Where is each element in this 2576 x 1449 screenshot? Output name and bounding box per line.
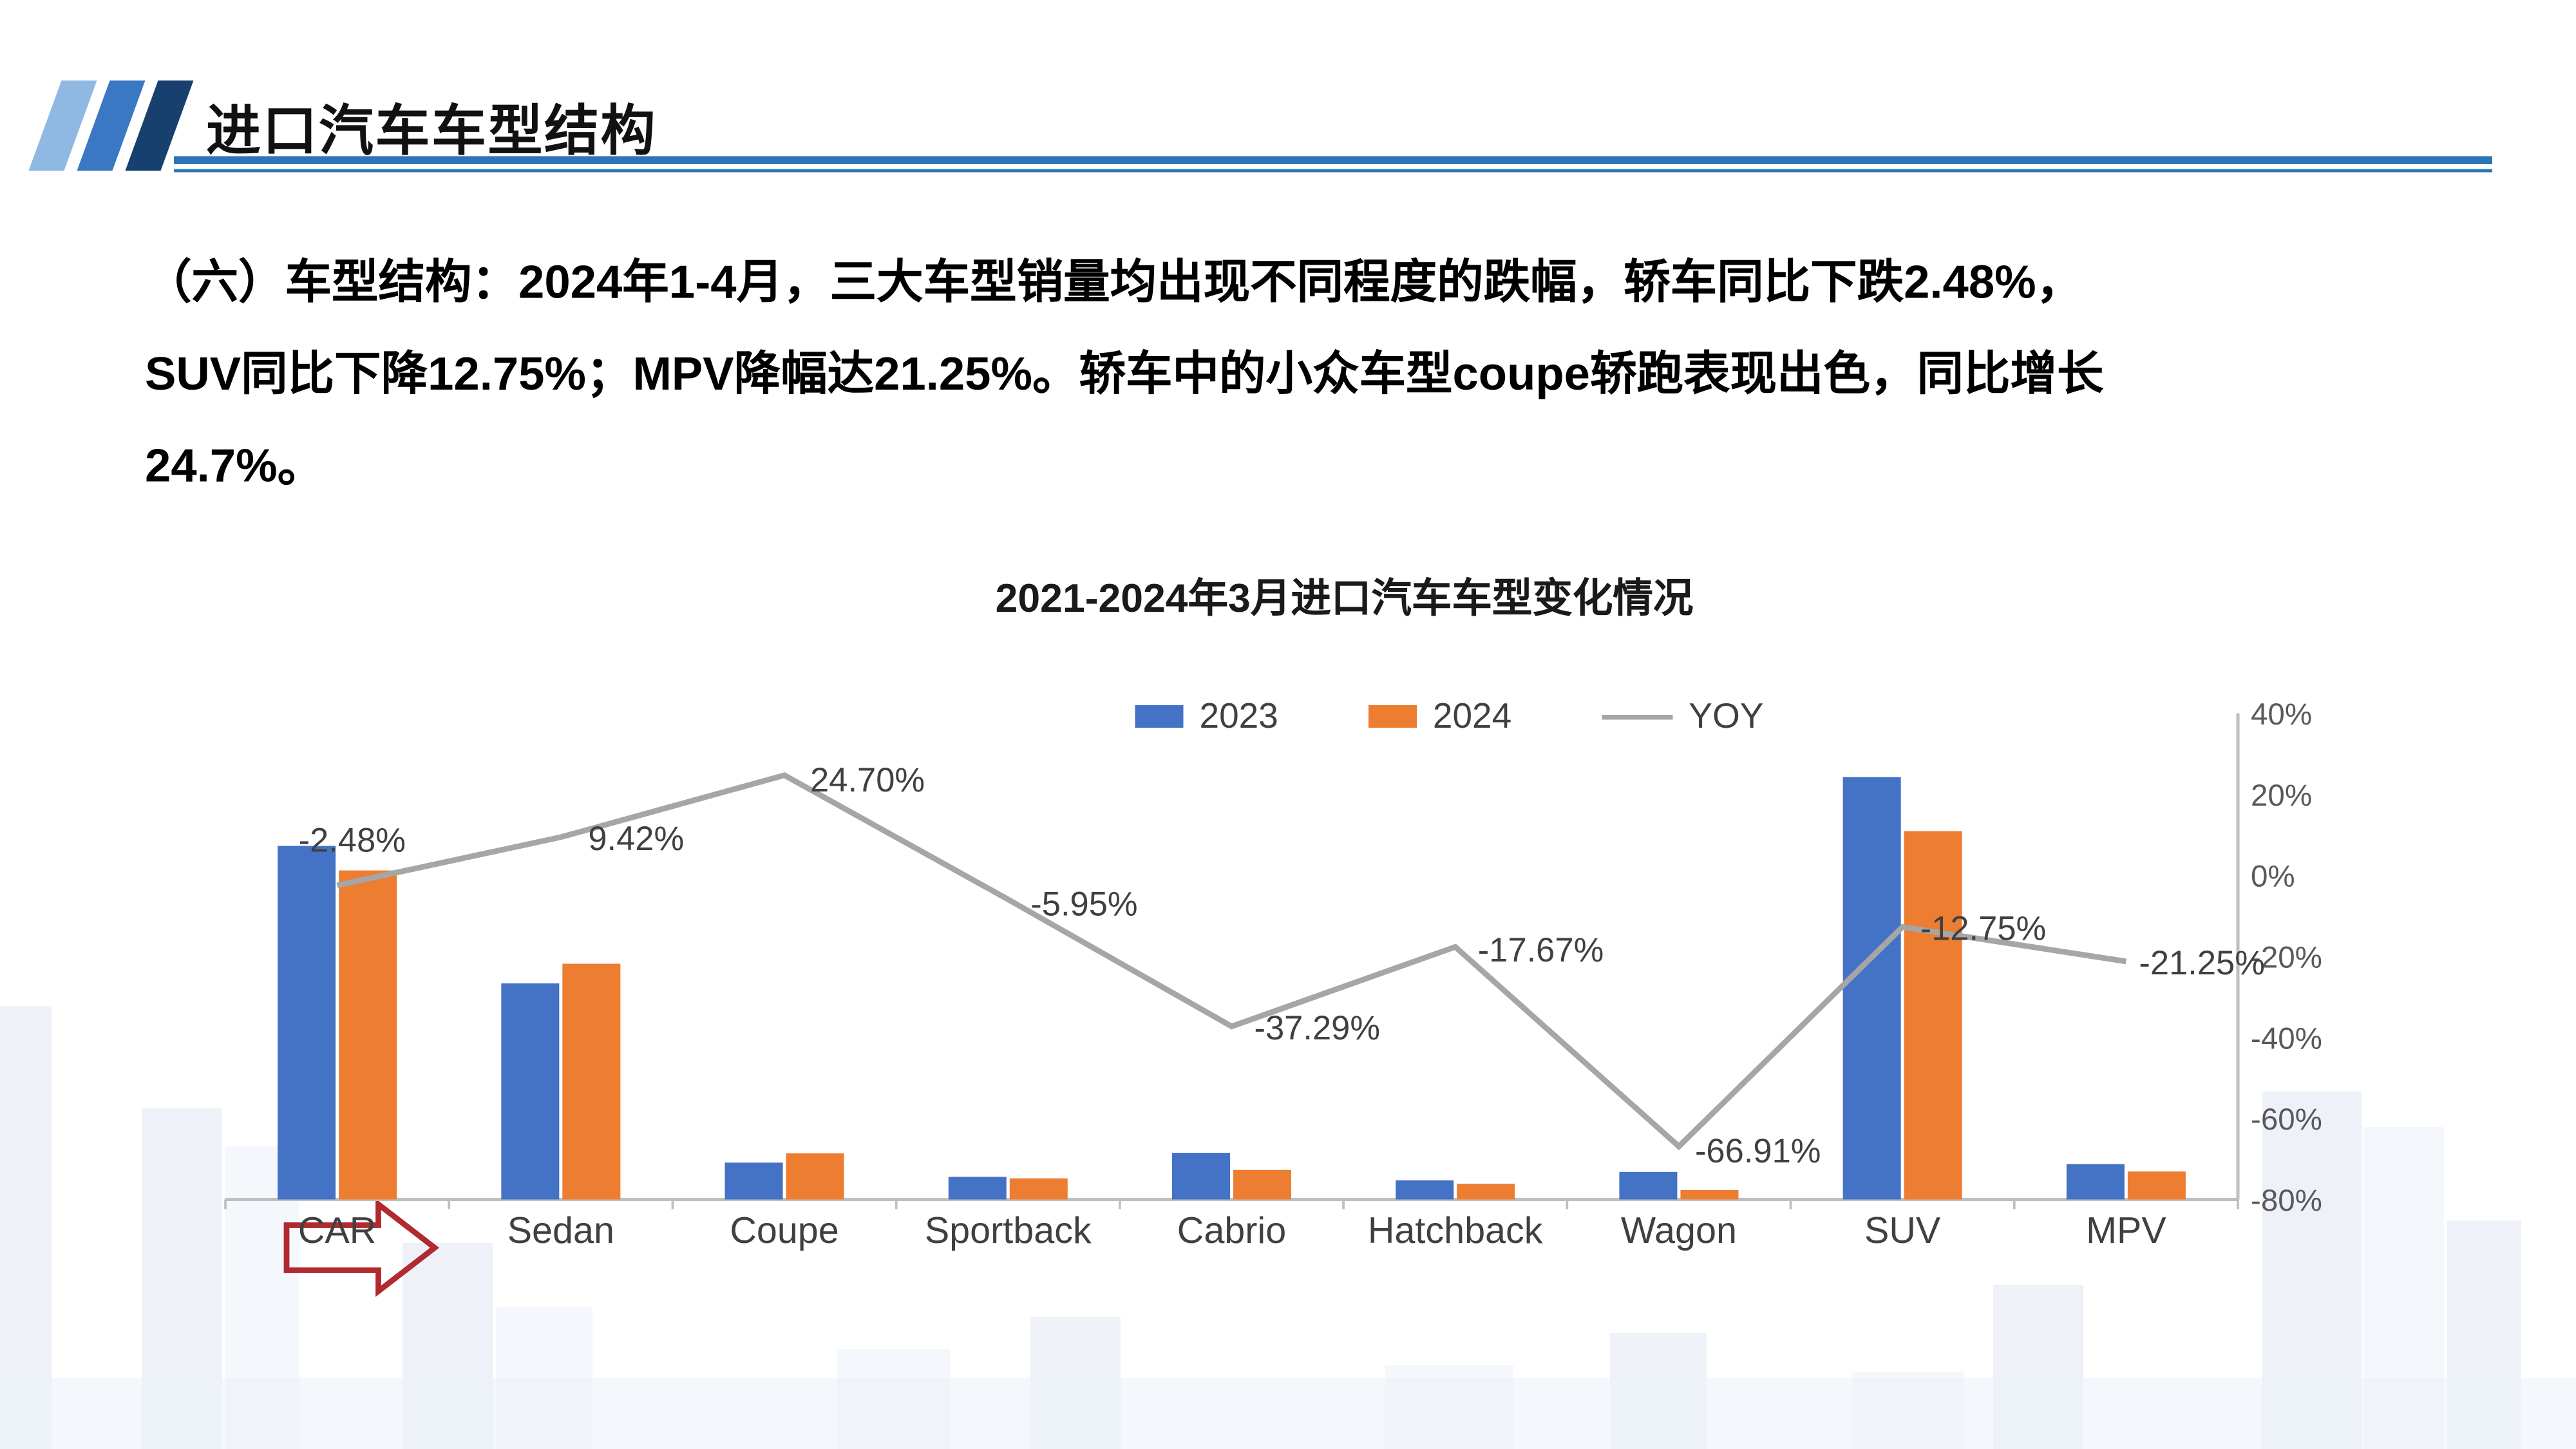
legend-label-2023: 2023 xyxy=(1199,696,1278,736)
category-label-Wagon: Wagon xyxy=(1621,1210,1737,1251)
intro-paragraph: （六）车型结构：2024年1-4月，三大车型销量均出现不同程度的跌幅，轿车同比下… xyxy=(145,238,2463,514)
bar-2024-Cabrio xyxy=(1233,1170,1291,1200)
yoy-label-Coupe: 24.70% xyxy=(810,761,925,799)
yoy-label-MPV: -21.25% xyxy=(2139,944,2265,982)
bar-2023-Hatchback xyxy=(1396,1180,1454,1200)
category-label-SUV: SUV xyxy=(1864,1210,1941,1251)
highlight-arrow-shape xyxy=(283,1198,440,1297)
right-axis-label: 40% xyxy=(2251,697,2312,732)
yoy-line xyxy=(336,772,2127,1151)
bar-2024-Sportback xyxy=(1009,1178,1068,1200)
legend-swatch-yoy xyxy=(1602,714,1673,719)
legend-swatch-2023 xyxy=(1135,705,1184,728)
bar-2024-Wagon xyxy=(1680,1190,1739,1200)
skyline-strip xyxy=(0,1378,2576,1449)
page-title: 进口汽车车型结构 xyxy=(206,101,657,163)
bar-2024-SUV xyxy=(1904,831,1962,1200)
right-axis-label: -40% xyxy=(2251,1021,2322,1056)
category-label-CAR: CAR xyxy=(298,1210,376,1251)
category-label-MPV: MPV xyxy=(2086,1210,2166,1251)
right-axis-label: -80% xyxy=(2251,1184,2322,1218)
header-rule-thick xyxy=(174,156,2492,164)
bar-2024-Coupe xyxy=(786,1153,844,1200)
yoy-label-SUV: -12.75% xyxy=(1920,909,2047,947)
right-axis-label: 20% xyxy=(2251,779,2312,813)
bar-2024-Sedan xyxy=(562,963,621,1200)
legend-item-yoy: YOY xyxy=(1602,696,1763,737)
legend-label-2024: 2024 xyxy=(1432,696,1512,736)
bar-2023-Sedan xyxy=(501,983,560,1200)
yoy-label-Wagon: -66.91% xyxy=(1695,1132,1821,1170)
yoy-label-Hatchback: -17.67% xyxy=(1478,931,1604,969)
bar-2024-Hatchback xyxy=(1457,1184,1515,1200)
intro-line: 24.7%。 xyxy=(145,441,325,493)
legend-item-2024: 2024 xyxy=(1368,696,1511,737)
yoy-label-CAR: -2.48% xyxy=(299,821,406,859)
legend-swatch-2024 xyxy=(1368,705,1417,728)
yoy-label-Sedan: 9.42% xyxy=(588,820,684,858)
intro-line: SUV同比下降12.75%；MPV降幅达21.25%。轿车中的小众车型coupe… xyxy=(145,349,2104,401)
bar-2023-CAR xyxy=(278,846,336,1200)
category-label-Sedan: Sedan xyxy=(507,1210,614,1251)
category-label-Coupe: Coupe xyxy=(730,1210,838,1251)
skyline-block xyxy=(0,1006,52,1449)
yoy-label-Sportback: -5.95% xyxy=(1030,886,1137,923)
bar-2023-Wagon xyxy=(1619,1171,1678,1200)
yoy-label-Cabrio: -37.29% xyxy=(1255,1009,1381,1047)
right-axis-label: 0% xyxy=(2251,860,2295,894)
bar-2023-Sportback xyxy=(948,1177,1007,1200)
legend-label-yoy: YOY xyxy=(1689,696,1764,736)
chart-legend: 2023 2024 YOY xyxy=(1135,696,1763,737)
bar-2024-CAR xyxy=(339,870,397,1200)
category-label-Sportback: Sportback xyxy=(925,1210,1092,1251)
chart-title: 2021-2024年3月进口汽车车型变化情况 xyxy=(995,576,1694,621)
legend-item-2023: 2023 xyxy=(1135,696,1278,737)
highlight-arrow-icon xyxy=(283,1198,440,1297)
header-rule-thin xyxy=(174,169,2492,173)
bar-2023-SUV xyxy=(1842,777,1901,1200)
right-axis-label: -60% xyxy=(2251,1103,2322,1137)
bar-2023-Cabrio xyxy=(1172,1153,1230,1200)
bar-2023-MPV xyxy=(2066,1164,2125,1200)
right-axis-label: -20% xyxy=(2251,941,2322,975)
bar-2024-MPV xyxy=(2127,1171,2186,1200)
category-label-Cabrio: Cabrio xyxy=(1177,1210,1286,1251)
category-label-Hatchback: Hatchback xyxy=(1368,1210,1543,1251)
intro-line: （六）车型结构：2024年1-4月，三大车型销量均出现不同程度的跌幅，轿车同比下… xyxy=(145,258,2083,309)
bar-2023-Coupe xyxy=(724,1162,783,1200)
